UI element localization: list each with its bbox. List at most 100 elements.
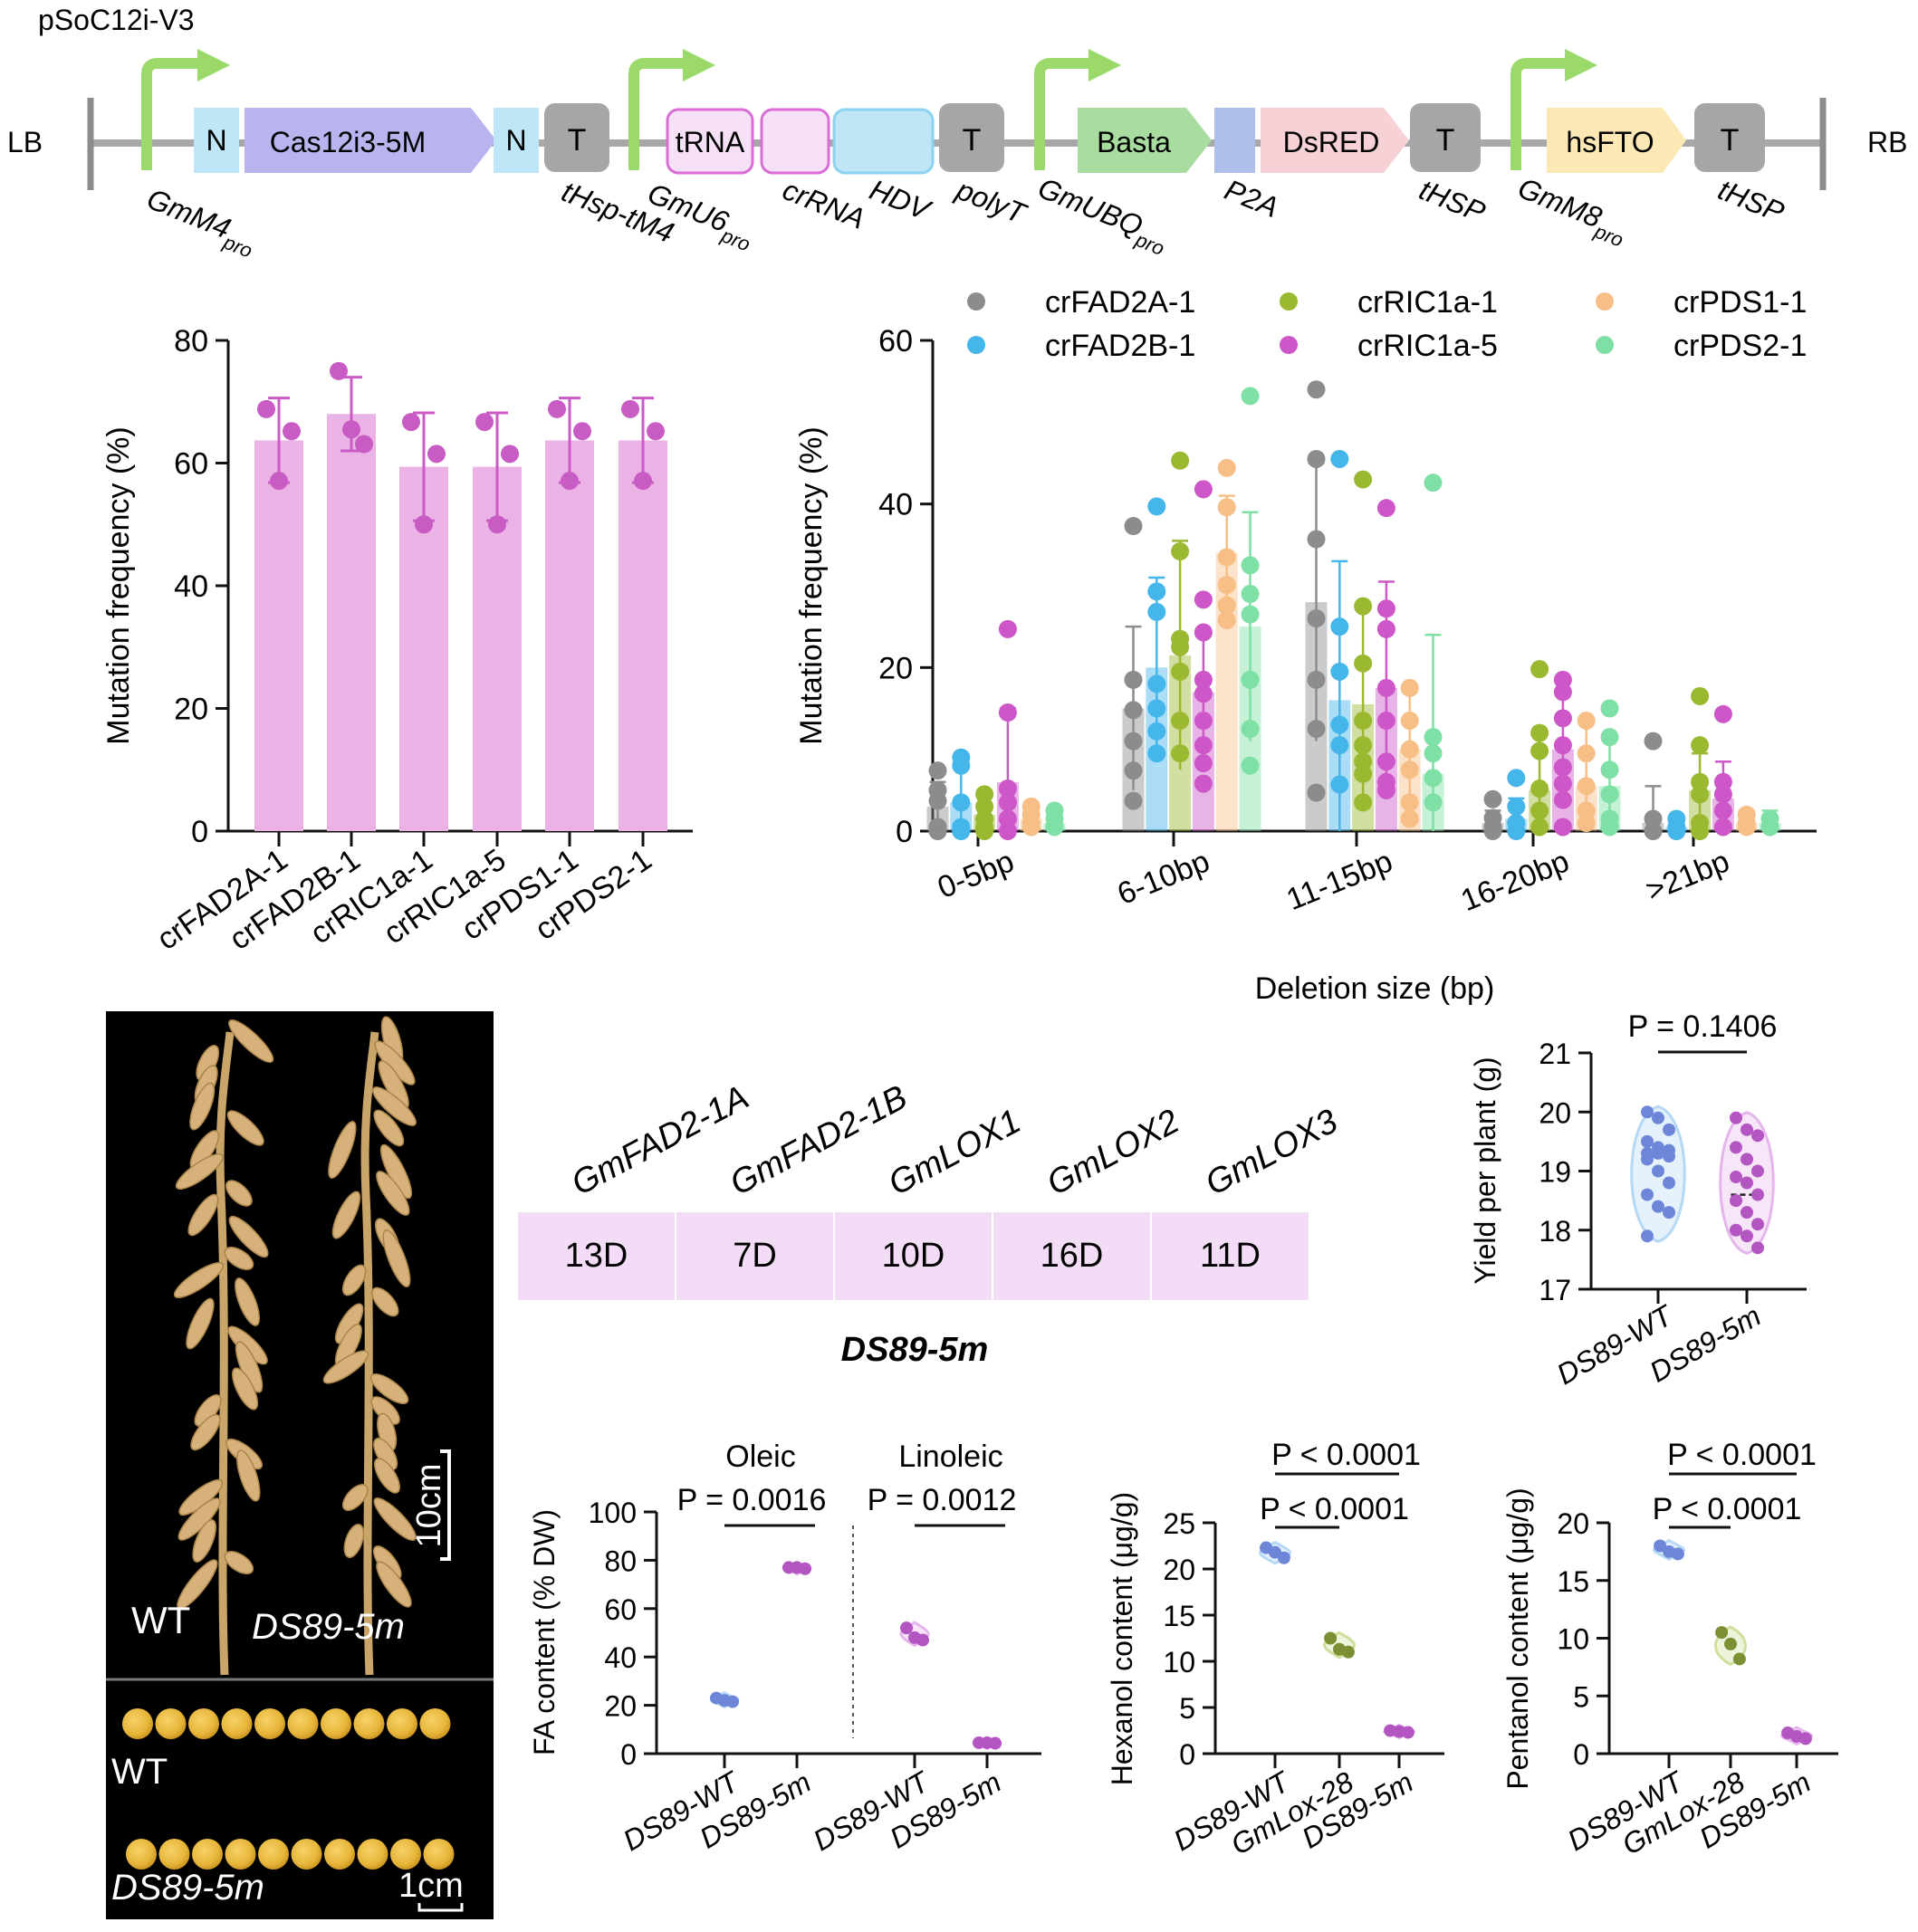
- data-point-crPDS2-1: [1600, 699, 1619, 718]
- data-point-crRIC1a-1: [1354, 736, 1373, 755]
- promoter-arrow-gmm4: [141, 58, 201, 170]
- pod: [373, 1497, 417, 1541]
- data-point-crRIC1a-1: [1354, 470, 1373, 489]
- y-tick-label: 40: [604, 1641, 637, 1674]
- data-point: [1654, 1539, 1667, 1553]
- y-tick-label: 0: [896, 815, 913, 849]
- gmubq-label: GmUBQpro: [1031, 171, 1174, 260]
- pod: [235, 1277, 261, 1326]
- data-point-crPDS2-1: [1045, 818, 1064, 837]
- y-axis-title: Yield per plant (g): [1469, 1057, 1501, 1284]
- data-point: [1324, 1631, 1338, 1645]
- basta-label: Basta: [1097, 126, 1171, 158]
- data-point-crFAD2B-1: [1147, 722, 1166, 741]
- left-border-label: LB: [7, 126, 43, 158]
- y-tick-label: 100: [589, 1497, 637, 1529]
- seed-mutant: [158, 1839, 190, 1870]
- x-tick-label: 11-15bp: [1281, 844, 1397, 917]
- hsfto-label: hsFTO: [1566, 126, 1654, 158]
- data-point: [647, 422, 665, 441]
- seed-wt: [287, 1708, 319, 1739]
- soybean-seeds-photo: [122, 1708, 455, 1870]
- pod: [189, 1082, 216, 1131]
- data-point-crFAD2A-1: [1124, 701, 1143, 720]
- photo-mutant-label: DS89-5m: [252, 1607, 405, 1647]
- data-point-crRIC1a-5: [998, 703, 1017, 722]
- deletion-label: 16D: [1041, 1237, 1104, 1275]
- pod: [187, 1193, 219, 1237]
- data-point: [548, 399, 566, 418]
- data-point-crFAD2B-1: [1330, 736, 1349, 755]
- scale-bar-10cm-label: 10cm: [410, 1464, 448, 1548]
- y-tick-label: 10: [1163, 1646, 1195, 1679]
- y-tick-label: 18: [1539, 1215, 1571, 1248]
- data-point-crRIC1a-5: [1194, 480, 1213, 499]
- data-point-crFAD2B-1: [1147, 744, 1166, 763]
- data-point-crRIC1a-1: [1691, 822, 1710, 840]
- bar-crPDS2-1: [619, 440, 667, 831]
- data-point-crFAD2B-1: [1330, 662, 1349, 681]
- data-point-crRIC1a-1: [1530, 779, 1549, 799]
- data-point-crPDS2-1: [1600, 760, 1619, 779]
- data-point: [355, 435, 373, 454]
- data-point-crRIC1a-5: [1194, 774, 1213, 793]
- data-point: [1652, 1111, 1664, 1124]
- data-point-crPDS1-1: [1577, 712, 1596, 731]
- pod: [369, 1372, 409, 1405]
- data-point-crRIC1a-5: [1194, 712, 1213, 731]
- data-point: [427, 445, 446, 464]
- legend-label: crRIC1a-1: [1357, 285, 1498, 320]
- pod: [192, 1519, 217, 1563]
- x-tick-label: 0-5bp: [933, 844, 1019, 905]
- y-tick-label: 0: [191, 815, 208, 849]
- gene-name-label: GmFAD2-1A: [566, 1078, 755, 1203]
- data-point-crFAD2A-1: [928, 791, 947, 810]
- data-point-crRIC1a-5: [1376, 780, 1395, 799]
- data-point: [342, 420, 360, 439]
- data-point-crPDS1-1: [1217, 458, 1236, 477]
- seed-wt: [122, 1708, 153, 1739]
- pod: [371, 1286, 399, 1317]
- data-point-crRIC1a-1: [1530, 818, 1549, 837]
- data-point-crRIC1a-1: [1354, 764, 1373, 783]
- data-point-crFAD2B-1: [952, 756, 971, 775]
- data-point: [573, 422, 591, 441]
- gene-box-GmLOX2: [993, 1212, 1150, 1300]
- data-point: [1741, 1153, 1753, 1166]
- photo-wt-seeds-label: WT: [111, 1752, 168, 1792]
- data-point-crFAD2A-1: [1124, 732, 1143, 751]
- data-point-crFAD2B-1: [1147, 699, 1166, 718]
- data-point-crRIC1a-5: [1376, 712, 1395, 731]
- p-value-label: P < 0.0001: [1667, 1438, 1817, 1472]
- y-tick-label: 60: [604, 1593, 637, 1626]
- hdv-box: [832, 108, 935, 175]
- data-point-crRIC1a-5: [1713, 801, 1732, 820]
- hsfto-box: [1547, 108, 1686, 173]
- data-point-crPDS1-1: [1400, 809, 1419, 828]
- pod: [379, 1143, 413, 1200]
- p2a-box: [1214, 108, 1255, 173]
- terminator-label-1: T: [568, 123, 587, 158]
- data-point-crPDS2-1: [1600, 818, 1619, 837]
- data-point: [475, 413, 494, 432]
- promoter-arrow-gmm8: [1510, 58, 1568, 170]
- terminator-label-4: T: [1721, 123, 1740, 158]
- data-point-crRIC1a-5: [1553, 758, 1572, 777]
- x-axis-title: Deletion size (bp): [1255, 971, 1495, 1006]
- data-point-crPDS1-1: [1400, 740, 1419, 759]
- data-point-crRIC1a-1: [1530, 723, 1549, 742]
- stem: [360, 1031, 379, 1676]
- seed-mutant: [357, 1839, 388, 1870]
- y-tick-label: 10: [1557, 1623, 1589, 1656]
- pod: [371, 1086, 417, 1126]
- data-point-crFAD2B-1: [952, 793, 971, 812]
- promoter-arrowhead-gmm4: [197, 49, 230, 81]
- pod: [331, 1191, 361, 1239]
- deletion-label: 10D: [882, 1237, 945, 1275]
- data-point: [1732, 1652, 1746, 1666]
- data-point: [916, 1633, 929, 1647]
- data-point-crFAD2A-1: [1307, 783, 1326, 802]
- thsp-label-2: tHSP: [1713, 173, 1789, 229]
- y-tick-label: 15: [1557, 1565, 1589, 1598]
- data-point: [1663, 1150, 1675, 1163]
